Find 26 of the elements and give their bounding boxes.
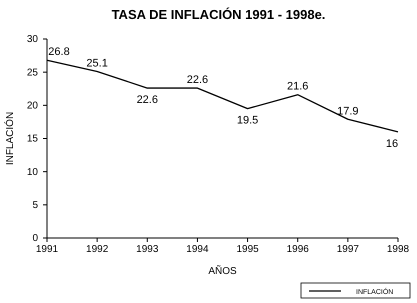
x-axis-title: AÑOS [208, 265, 237, 277]
y-tick-label: 20 [26, 100, 38, 112]
data-label: 16 [386, 138, 398, 150]
data-label: 19.5 [236, 114, 258, 127]
y-tick-label: 10 [26, 166, 38, 178]
y-tick-label: 5 [32, 200, 38, 212]
data-label: 22.6 [136, 94, 158, 106]
chart-title: TASA DE INFLACIÓN 1991 - 1998e. [112, 7, 326, 22]
data-label: 26.8 [48, 46, 70, 58]
data-label: 17.9 [337, 105, 359, 118]
data-label: 22.6 [186, 74, 208, 86]
data-label: 25.1 [86, 58, 108, 70]
x-tick-label: 1998 [386, 244, 410, 256]
y-tick-label: 15 [26, 134, 38, 145]
x-tick-label: 1991 [36, 244, 59, 256]
x-tick-label: 1996 [286, 244, 310, 256]
x-tick-label: 1995 [236, 244, 260, 256]
x-tick-label: 1992 [86, 244, 109, 256]
x-tick-label: 1994 [186, 244, 209, 256]
data-label: 21.6 [287, 80, 308, 93]
y-tick-label: 0 [32, 233, 38, 244]
y-axis-title: INFLACIÓN [4, 112, 16, 166]
x-tick-label: 1997 [336, 244, 360, 256]
x-tick-label: 1993 [136, 244, 159, 256]
y-tick-label: 25 [26, 67, 38, 78]
y-tick-label: 30 [26, 34, 38, 46]
